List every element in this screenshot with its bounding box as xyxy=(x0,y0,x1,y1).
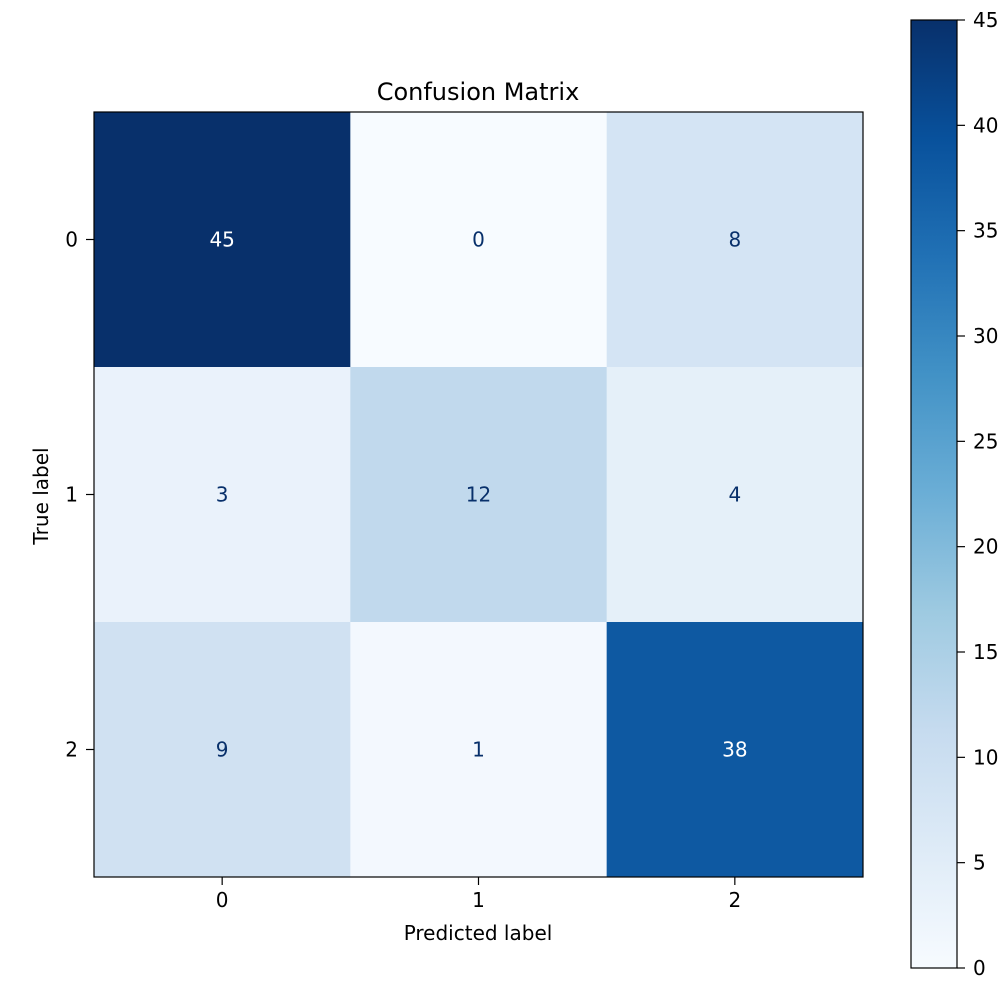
colorbar-tick-label: 20 xyxy=(973,535,998,559)
heatmap-cell xyxy=(94,112,351,368)
cell-value-label: 12 xyxy=(466,483,491,507)
cell-value-label: 1 xyxy=(472,738,485,762)
colorbar-tick-label: 30 xyxy=(973,324,998,348)
cell-value-label: 3 xyxy=(216,483,229,507)
colorbar-tick-label: 45 xyxy=(973,8,998,32)
colorbar-tick-label: 10 xyxy=(973,745,998,769)
x-tick-label: 1 xyxy=(472,888,485,912)
cell-value-label: 8 xyxy=(728,228,741,252)
y-tick-label: 2 xyxy=(65,738,78,762)
heatmap-cell xyxy=(606,367,864,623)
colorbar-tick-label: 5 xyxy=(973,851,986,875)
y-axis-ticks: 0 1 2 xyxy=(65,228,94,762)
heatmap-cell xyxy=(606,622,864,878)
x-axis-label: Predicted label xyxy=(404,921,553,945)
heatmap-cell xyxy=(350,367,608,623)
colorbar-tick-label: 35 xyxy=(973,219,998,243)
heatmap-cell xyxy=(350,112,608,368)
x-tick-label: 0 xyxy=(216,888,229,912)
colorbar xyxy=(910,19,958,969)
cell-value-label: 38 xyxy=(722,738,747,762)
cell-value-label: 0 xyxy=(472,228,485,252)
cell-value-label: 4 xyxy=(728,483,741,507)
colorbar-tick-label: 15 xyxy=(973,640,998,664)
colorbar-tick-label: 40 xyxy=(973,113,998,137)
cell-value-labels: 45 0 8 3 12 4 9 1 38 xyxy=(209,228,747,762)
heatmap-cell xyxy=(94,367,351,623)
y-tick-label: 1 xyxy=(65,483,78,507)
heatmap-cell xyxy=(94,622,351,878)
y-axis-label: True label xyxy=(29,447,53,545)
heatmap-cell xyxy=(350,622,608,878)
x-tick-label: 2 xyxy=(728,888,741,912)
chart-title: Confusion Matrix xyxy=(377,78,580,106)
cell-value-label: 45 xyxy=(209,228,234,252)
colorbar-tick-label: 25 xyxy=(973,429,998,453)
heatmap-cells xyxy=(94,112,864,878)
colorbar-ticks: 0 5 10 15 20 25 30 35 40 45 xyxy=(957,8,998,980)
x-axis-ticks: 0 1 2 xyxy=(216,877,741,912)
heatmap-cell xyxy=(606,112,864,368)
cell-value-label: 9 xyxy=(216,738,229,762)
y-tick-label: 0 xyxy=(65,228,78,252)
colorbar-tick-label: 0 xyxy=(973,956,986,980)
